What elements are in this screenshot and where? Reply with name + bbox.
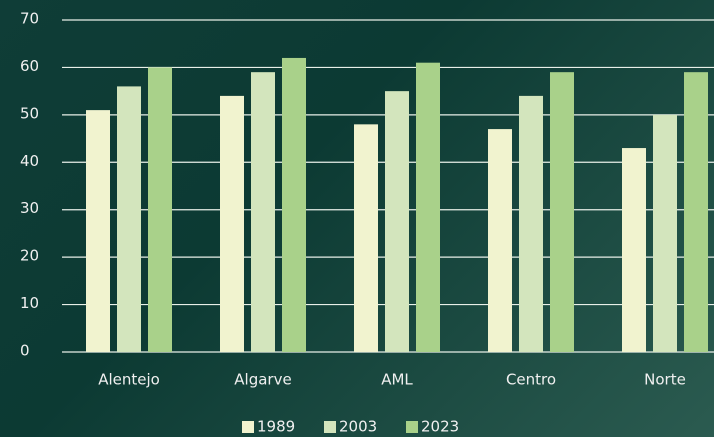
y-tick-label: 0	[20, 342, 30, 360]
y-tick-label: 40	[20, 152, 39, 170]
legend-label: 1989	[257, 418, 295, 436]
x-tick-label: Norte	[644, 371, 686, 389]
bar	[622, 148, 646, 352]
bar	[385, 91, 409, 353]
legend-label: 2023	[421, 418, 459, 436]
y-tick-label: 70	[20, 10, 39, 28]
x-tick-label: Alentejo	[98, 371, 160, 389]
x-tick-label: Centro	[506, 371, 556, 389]
y-tick-label: 10	[20, 294, 39, 312]
y-tick-label: 60	[20, 57, 39, 75]
bar	[86, 110, 110, 352]
bar	[354, 124, 378, 352]
legend-swatch	[242, 421, 254, 433]
bar	[519, 95, 543, 352]
bar	[488, 129, 512, 352]
y-tick-label: 20	[20, 247, 39, 265]
bar	[251, 72, 275, 353]
legend-swatch	[406, 421, 418, 433]
bar	[416, 62, 440, 352]
x-tick-label: Algarve	[234, 371, 291, 389]
bar	[550, 72, 574, 353]
bar	[117, 86, 141, 353]
bar	[220, 95, 244, 352]
x-tick-label: AML	[381, 371, 413, 389]
legend-swatch	[324, 421, 336, 433]
legend-label: 2003	[339, 418, 377, 436]
bar	[653, 114, 677, 352]
y-tick-label: 30	[20, 199, 39, 217]
bar	[148, 67, 172, 352]
bar	[684, 72, 708, 353]
y-tick-label: 50	[20, 104, 39, 122]
bar	[282, 57, 306, 352]
